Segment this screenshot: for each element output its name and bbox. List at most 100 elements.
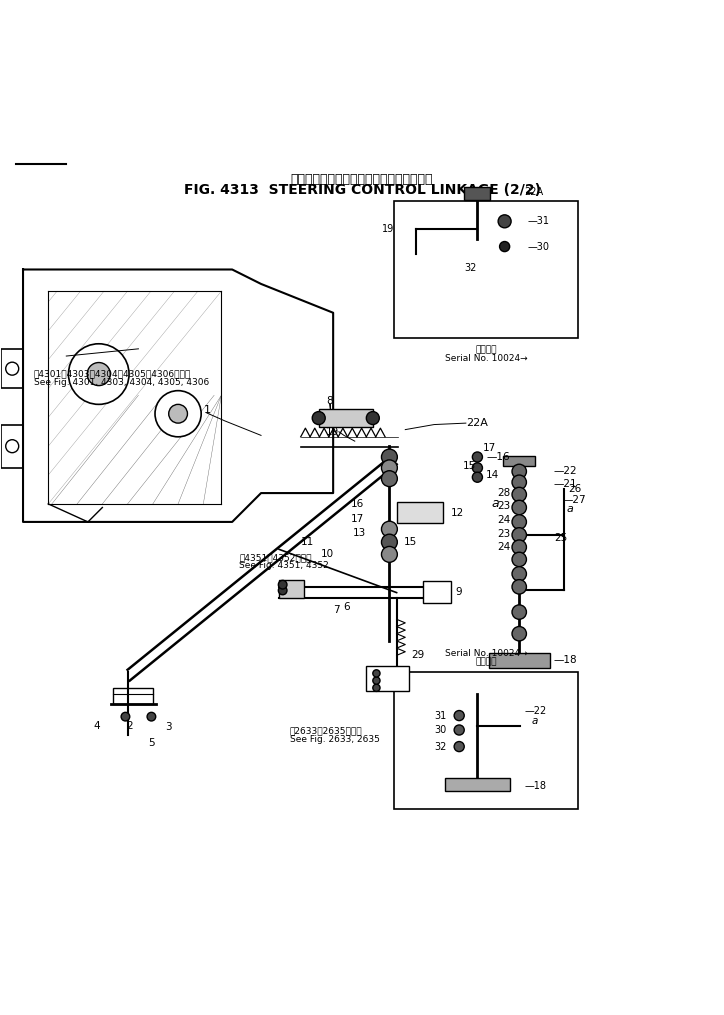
Text: 17: 17	[483, 444, 497, 454]
Circle shape	[382, 449, 397, 465]
Circle shape	[373, 684, 380, 691]
Circle shape	[169, 404, 188, 423]
Circle shape	[512, 626, 526, 640]
Circle shape	[6, 439, 19, 453]
Text: 5: 5	[148, 738, 155, 748]
Text: —30: —30	[528, 242, 550, 252]
Text: 1: 1	[203, 405, 211, 415]
Circle shape	[512, 528, 526, 542]
Text: ステアリング　コントロール　リンケージ: ステアリング コントロール リンケージ	[291, 173, 433, 186]
Text: 26: 26	[568, 484, 581, 494]
Circle shape	[366, 411, 379, 424]
Text: 24: 24	[497, 515, 510, 525]
Circle shape	[373, 670, 380, 677]
Circle shape	[512, 487, 526, 501]
Text: 8: 8	[327, 396, 333, 406]
Text: 31: 31	[434, 710, 447, 721]
Bar	[319, 409, 373, 426]
Text: 4: 4	[93, 721, 100, 731]
Text: Serial No. 10024→: Serial No. 10024→	[445, 649, 528, 658]
Text: 笥4351，4352図参照: 笥4351，4352図参照	[240, 553, 312, 562]
Circle shape	[382, 534, 397, 550]
Circle shape	[512, 540, 526, 554]
Circle shape	[69, 344, 129, 404]
Circle shape	[512, 515, 526, 529]
Text: Serial No. 10024→: Serial No. 10024→	[445, 354, 528, 363]
Text: 13: 13	[353, 528, 366, 538]
Text: 笥4301，4303，4304，4305，4306図参照: 笥4301，4303，4304，4305，4306図参照	[34, 369, 191, 379]
Text: —22: —22	[524, 705, 547, 716]
Text: 9: 9	[456, 587, 463, 597]
Bar	[395, 201, 578, 338]
Bar	[489, 654, 550, 668]
Text: See Fig. 4351, 4352: See Fig. 4351, 4352	[240, 561, 329, 570]
Circle shape	[512, 475, 526, 489]
Circle shape	[87, 362, 110, 386]
Text: —18: —18	[554, 656, 578, 666]
Text: a: a	[492, 497, 500, 511]
Circle shape	[121, 713, 130, 721]
Circle shape	[472, 452, 482, 462]
Circle shape	[454, 742, 464, 752]
Text: 22A: 22A	[466, 418, 489, 428]
Circle shape	[278, 586, 287, 595]
Circle shape	[512, 580, 526, 594]
Circle shape	[454, 710, 464, 721]
Text: —22: —22	[554, 467, 578, 476]
Text: —21: —21	[554, 479, 578, 489]
Text: a: a	[531, 716, 538, 726]
Text: 19: 19	[382, 223, 395, 233]
Text: 12: 12	[451, 508, 464, 518]
Text: 15: 15	[404, 537, 417, 547]
Bar	[503, 457, 535, 466]
Text: 2: 2	[127, 721, 133, 731]
Circle shape	[454, 725, 464, 735]
Circle shape	[512, 500, 526, 515]
Text: 適用番号: 適用番号	[476, 345, 497, 354]
Text: —31: —31	[528, 216, 550, 226]
Bar	[464, 187, 490, 200]
Text: 適用番号: 適用番号	[476, 657, 497, 666]
Circle shape	[512, 566, 526, 581]
Text: 16: 16	[351, 499, 364, 509]
Text: 23: 23	[497, 501, 510, 512]
Circle shape	[498, 215, 511, 227]
Bar	[424, 581, 451, 603]
Text: 7: 7	[333, 605, 340, 615]
Text: —18: —18	[524, 781, 546, 791]
Circle shape	[382, 522, 397, 537]
Text: 22A: 22A	[524, 188, 543, 198]
Text: 24: 24	[497, 542, 510, 552]
Circle shape	[512, 552, 526, 566]
Circle shape	[472, 463, 482, 473]
Text: 19: 19	[326, 426, 339, 436]
Text: —16: —16	[486, 452, 510, 462]
Bar	[445, 779, 510, 792]
Circle shape	[500, 242, 510, 252]
Text: See Fig. 4301, 4303, 4304, 4305, 4306: See Fig. 4301, 4303, 4304, 4305, 4306	[34, 378, 209, 387]
Bar	[395, 672, 578, 809]
Text: 30: 30	[434, 725, 447, 735]
Text: a: a	[566, 503, 573, 514]
Circle shape	[6, 362, 19, 376]
Text: —27: —27	[563, 495, 586, 505]
Circle shape	[382, 460, 397, 476]
Text: 6: 6	[343, 602, 350, 612]
Text: 23: 23	[497, 529, 510, 539]
Circle shape	[373, 677, 380, 684]
Text: 15: 15	[463, 461, 476, 471]
Bar	[366, 666, 409, 691]
Circle shape	[472, 472, 482, 482]
Text: 28: 28	[497, 488, 510, 498]
Bar	[279, 580, 304, 598]
Text: 笥2633，2635図参照: 笥2633，2635図参照	[290, 727, 363, 736]
Text: FIG. 4313  STEERING CONTROL LINKAGE (2/2): FIG. 4313 STEERING CONTROL LINKAGE (2/2)	[183, 183, 541, 197]
Text: 14: 14	[486, 470, 500, 480]
Bar	[113, 688, 153, 703]
Bar	[397, 501, 444, 524]
Text: 10: 10	[321, 549, 334, 559]
Text: 3: 3	[165, 722, 172, 732]
Circle shape	[382, 546, 397, 562]
Circle shape	[512, 464, 526, 479]
Text: 32: 32	[434, 742, 447, 751]
